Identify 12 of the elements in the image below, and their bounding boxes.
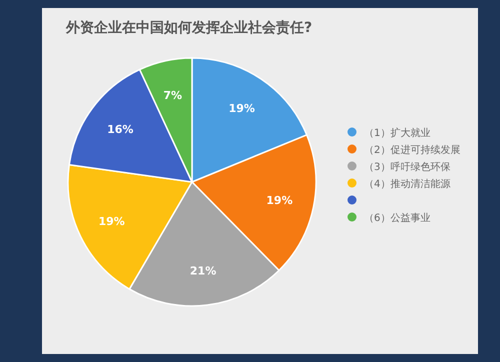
legend-label: （2）促进可持续发展 bbox=[364, 144, 460, 156]
legend-label: （3）呼吁绿色环保 bbox=[364, 161, 450, 173]
data-label: 16% bbox=[107, 122, 134, 136]
legend-label: （6）公益事业 bbox=[364, 212, 430, 224]
data-label: 19% bbox=[98, 214, 125, 228]
data-label: 19% bbox=[228, 102, 255, 115]
data-label: 21% bbox=[190, 264, 216, 278]
chart-title: 外资企业在中国如何发挥企业社会责任? bbox=[65, 20, 312, 36]
legend-label: （4）推动清洁能源 bbox=[364, 178, 450, 190]
legend-label: （1）扩大就业 bbox=[364, 127, 430, 139]
data-label: 19% bbox=[266, 194, 293, 207]
data-label: 7% bbox=[163, 88, 182, 102]
